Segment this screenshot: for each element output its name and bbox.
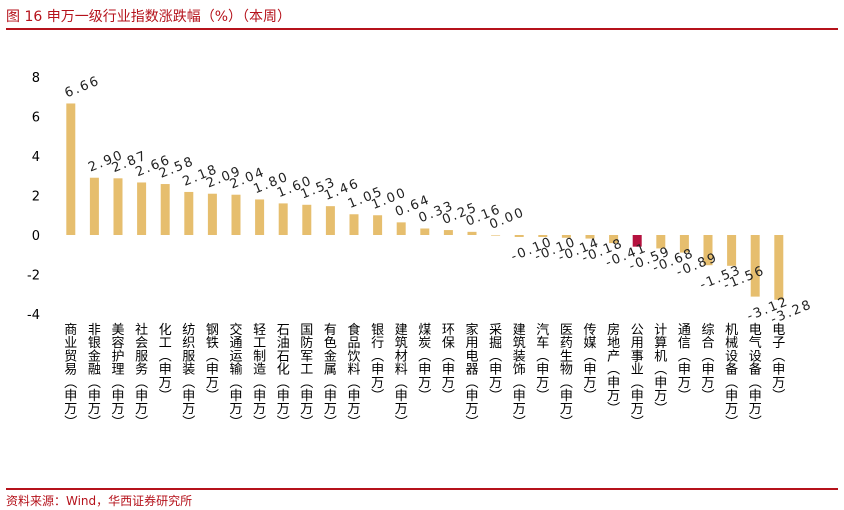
bar — [656, 235, 666, 249]
bar — [231, 194, 241, 235]
x-tick-label: 商业贸易︵申万︶ — [64, 323, 77, 430]
bar — [750, 235, 760, 297]
bar — [420, 228, 430, 235]
y-tick-label: 0 — [32, 229, 40, 244]
bar — [396, 222, 406, 235]
bar — [443, 230, 453, 235]
x-tick-label: 建筑材料︵申万︶ — [395, 323, 408, 430]
x-tick-label: 电子︵申万︶ — [772, 323, 785, 404]
y-axis: -4 -2 0 2 4 6 8 — [27, 71, 40, 323]
y-tick-label: 4 — [32, 150, 40, 165]
x-tick-label: 机械设备︵申万︶ — [725, 323, 738, 430]
x-tick-label: 综合︵申万︶ — [701, 323, 714, 404]
bar-chart: -4 -2 0 2 4 6 8 6.662.902.872.662.582.182.092.… — [27, 71, 815, 430]
top-divider — [6, 28, 838, 30]
bar — [325, 206, 335, 235]
y-tick-label: 2 — [32, 190, 40, 205]
x-tick-label: 钢铁︵申万︶ — [206, 323, 219, 404]
chart-title: 图 16 申万一级行业指数涨跌幅（%）（本周） — [6, 9, 292, 25]
bar — [491, 235, 501, 236]
bar — [679, 235, 689, 253]
bar — [774, 235, 784, 300]
bar — [184, 191, 194, 235]
data-label: 6.66 — [63, 73, 103, 101]
x-tick-label: 传媒︵申万︶ — [583, 323, 596, 404]
x-tick-label: 非银金融︵申万︶ — [88, 323, 101, 430]
bar — [561, 235, 571, 238]
x-tick-label: 房地产︵申万︶ — [607, 322, 620, 417]
bar — [349, 214, 359, 235]
x-tick-label: 交通运输︵申万︶ — [229, 322, 242, 430]
bar — [467, 231, 477, 235]
x-tick-label: 化工︵申万︶ — [159, 323, 172, 404]
x-tick-label: 公用事业︵申万︶ — [631, 323, 644, 430]
x-tick-label: 家用电器︵申万︶ — [465, 322, 478, 430]
x-tick-label: 医药生物︵申万︶ — [560, 323, 573, 430]
x-tick-label: 美容护理︵申万︶ — [111, 323, 124, 430]
x-tick-label: 建筑装饰︵申万︶ — [513, 323, 526, 430]
x-tick-label: 计算机︵申万︶ — [654, 323, 667, 417]
bar — [632, 235, 642, 247]
bar — [727, 235, 737, 266]
x-tick-label: 有色金属︵申万︶ — [324, 323, 337, 430]
bar — [207, 193, 217, 235]
x-tick-label: 社会服务︵申万︶ — [135, 322, 148, 430]
x-axis-labels: 商业贸易︵申万︶ 非银金融︵申万︶ 美容护理︵申万︶ 社会服务︵申万︶ 化工︵申万︶ 纺织… — [64, 322, 785, 430]
x-tick-label: 轻工制造︵申万︶ — [253, 323, 266, 430]
bar — [514, 235, 524, 237]
bar — [137, 182, 147, 235]
x-tick-label: 电气设备︵申万︶ — [749, 323, 762, 430]
bar — [278, 203, 288, 235]
y-tick-label: -2 — [27, 269, 40, 284]
bar — [113, 178, 123, 235]
bar — [538, 235, 548, 237]
x-tick-label: 银行︵申万︶ — [371, 323, 384, 404]
x-tick-label: 环保︵申万︶ — [442, 323, 455, 404]
y-tick-label: -4 — [27, 308, 40, 323]
source-note: 资料来源：Wind，华西证券研究所 — [6, 494, 193, 508]
bar — [703, 235, 713, 266]
bar — [66, 103, 76, 235]
y-tick-label: 6 — [32, 111, 40, 126]
bar — [302, 204, 312, 235]
bar — [585, 235, 595, 239]
bar — [609, 235, 619, 244]
bar — [89, 177, 99, 235]
x-tick-label: 煤炭︵申万︶ — [418, 323, 431, 404]
x-tick-label: 食品饮料︵申万︶ — [347, 322, 360, 430]
data-labels: 6.662.902.872.662.582.182.092.041.801.60… — [63, 73, 815, 327]
x-tick-label: 纺织服装︵申万︶ — [182, 323, 195, 430]
bottom-divider — [6, 488, 838, 490]
x-tick-label: 汽车︵申万︶ — [536, 323, 549, 404]
x-tick-label: 石油石化︵申万︶ — [277, 323, 290, 430]
bar — [160, 184, 170, 235]
bar — [255, 199, 265, 235]
x-tick-label: 国防军工︵申万︶ — [300, 323, 313, 430]
x-tick-label: 通信︵申万︶ — [678, 323, 691, 404]
bars — [66, 103, 784, 300]
bar — [373, 215, 383, 235]
x-tick-label: 采掘︵申万︶ — [489, 323, 502, 404]
y-tick-label: 8 — [32, 71, 40, 86]
